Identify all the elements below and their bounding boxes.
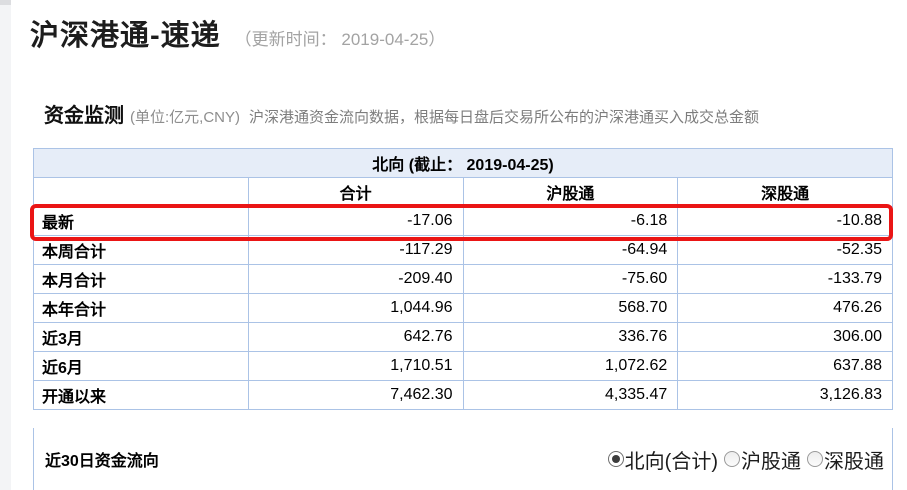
table-row: 近6月 1,710.51 1,072.62 637.88 [33, 351, 893, 381]
radio-unselected-icon[interactable] [724, 451, 740, 467]
section-description: 沪深港通资金流向数据，根据每日盘后交易所公布的沪深港通买入成交总金额 [249, 109, 760, 126]
fund-flow-table: 北向 (截止： 2019-04-25) 合计 沪股通 深股通 最新 -17.06 -6.… [33, 148, 893, 410]
cell-value: -75.60 [462, 264, 679, 294]
cell-value: -17.06 [247, 206, 464, 236]
flow-radio-option[interactable]: 北向(合计) [607, 445, 718, 474]
radio-label[interactable]: 北向(合计) [624, 450, 718, 473]
table-row: 本周合计 -117.29 -64.94 -52.35 [33, 235, 893, 265]
unit-note: (单位:亿元,CNY) [130, 109, 240, 126]
row-label: 开通以来 [33, 380, 249, 410]
column-header [33, 177, 249, 207]
column-header: 合计 [247, 177, 464, 207]
cell-value: 637.88 [677, 351, 893, 381]
update-time: （更新时间： 2019-04-25） [234, 30, 446, 49]
cell-value: 568.70 [462, 293, 679, 323]
flow-section-label: 近30日资金流向 [45, 453, 159, 470]
flow-radio-group: 北向(合计) 沪股通 深股通 [602, 445, 884, 474]
row-label: 近3月 [33, 322, 249, 352]
radio-selected-icon[interactable] [607, 451, 624, 467]
flow-section: 近30日资金流向 北向(合计) 沪股通 深股通 [33, 428, 893, 490]
cell-value: 642.76 [247, 322, 464, 352]
cell-value: 1,044.96 [247, 293, 464, 323]
cell-value: 1,072.62 [462, 351, 679, 381]
cell-value: -52.35 [677, 235, 893, 265]
column-header: 沪股通 [462, 177, 679, 207]
table-row: 本年合计 1,044.96 568.70 476.26 [33, 293, 893, 323]
cell-value: 1,710.51 [247, 351, 464, 381]
table-row: 近3月 642.76 336.76 306.00 [33, 322, 893, 352]
section-header: 资金监测 (单位:亿元,CNY) 沪深港通资金流向数据，根据每日盘后交易所公布的… [44, 99, 759, 128]
cell-value: -6.18 [462, 206, 679, 236]
row-label: 本月合计 [33, 264, 249, 294]
cell-value: 4,335.47 [462, 380, 679, 410]
table-row: 最新 -17.06 -6.18 -10.88 [33, 206, 893, 236]
table-row: 开通以来 7,462.30 4,335.47 3,126.83 [33, 380, 893, 410]
cell-value: -10.88 [677, 206, 893, 236]
cell-value: -64.94 [462, 235, 679, 265]
radio-label[interactable]: 深股通 [824, 450, 884, 473]
cell-value: -133.79 [677, 264, 893, 294]
page-left-gutter [0, 0, 11, 490]
radio-unselected-icon[interactable] [807, 451, 823, 467]
flow-radio-option[interactable]: 沪股通 [724, 445, 801, 474]
row-label: 本周合计 [33, 235, 249, 265]
scrollbar-corner [0, 0, 11, 5]
band-row: 北向 (截止： 2019-04-25) [33, 148, 893, 178]
row-label: 本年合计 [33, 293, 249, 323]
row-label: 最新 [33, 206, 249, 236]
cell-value: 7,462.30 [247, 380, 464, 410]
page-header: 沪深港通-速递 （更新时间： 2019-04-25） [30, 12, 445, 54]
radio-label[interactable]: 沪股通 [741, 450, 801, 473]
cell-value: 3,126.83 [677, 380, 893, 410]
page-title: 沪深港通-速递 [30, 20, 221, 52]
column-header: 深股通 [677, 177, 893, 207]
cell-value: 306.00 [677, 322, 893, 352]
band-title: 北向 (截止： 2019-04-25) [33, 148, 893, 178]
cell-value: -117.29 [247, 235, 464, 265]
cell-value: 476.26 [677, 293, 893, 323]
cell-value: 336.76 [462, 322, 679, 352]
section-title: 资金监测 [44, 105, 124, 127]
cell-value: -209.40 [247, 264, 464, 294]
column-header-row: 合计 沪股通 深股通 [33, 177, 893, 207]
flow-radio-option[interactable]: 深股通 [807, 445, 884, 474]
row-label: 近6月 [33, 351, 249, 381]
table-row: 本月合计 -209.40 -75.60 -133.79 [33, 264, 893, 294]
